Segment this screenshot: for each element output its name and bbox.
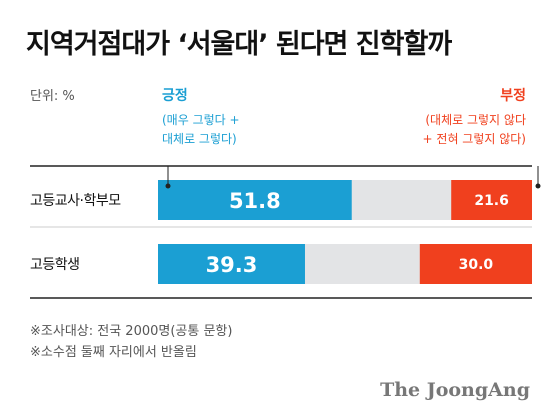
negative-legend-sub-2: + 전혀 그렇지 않다) bbox=[423, 131, 526, 146]
positive-legend-sub-1: (매우 그렇다 + bbox=[162, 112, 240, 127]
positive-bar-segment bbox=[158, 180, 352, 220]
positive-legend-sub-2: 대체로 그렇다) bbox=[162, 131, 237, 146]
positive-value-label: 39.3 bbox=[206, 253, 258, 277]
chart-title: 지역거점대가 ‘서울대’ 된다면 진학할까 bbox=[26, 29, 452, 60]
bars-group: 고등교사·학부모 51.8 21.6 고등학생 39.3 30.0 bbox=[30, 166, 541, 284]
negative-legend-sub-1: (대체로 그렇지 않다 bbox=[425, 112, 526, 127]
positive-bar-segment bbox=[158, 244, 305, 284]
positive-value-label: 51.8 bbox=[229, 189, 281, 213]
negative-legend-title: 부정 bbox=[500, 87, 526, 104]
category-label: 고등교사·학부모 bbox=[30, 193, 121, 209]
negative-value-label: 21.6 bbox=[474, 193, 509, 209]
positive-legend-title: 긍정 bbox=[162, 87, 188, 104]
note-survey: ※조사대상: 전국 2000명(공통 문항) bbox=[30, 324, 232, 339]
source-logo: The JoongAng bbox=[380, 379, 530, 401]
negative-bar-segment bbox=[419, 244, 532, 284]
unit-label: 단위: % bbox=[30, 89, 75, 104]
negative-value-label: 30.0 bbox=[459, 257, 494, 273]
positive-leader-dot bbox=[165, 183, 171, 189]
note-rounding: ※소수점 둘째 자리에서 반올림 bbox=[30, 345, 197, 360]
negative-bar-segment bbox=[451, 180, 532, 220]
category-label: 고등학생 bbox=[30, 257, 80, 273]
negative-leader-dot bbox=[535, 183, 541, 189]
